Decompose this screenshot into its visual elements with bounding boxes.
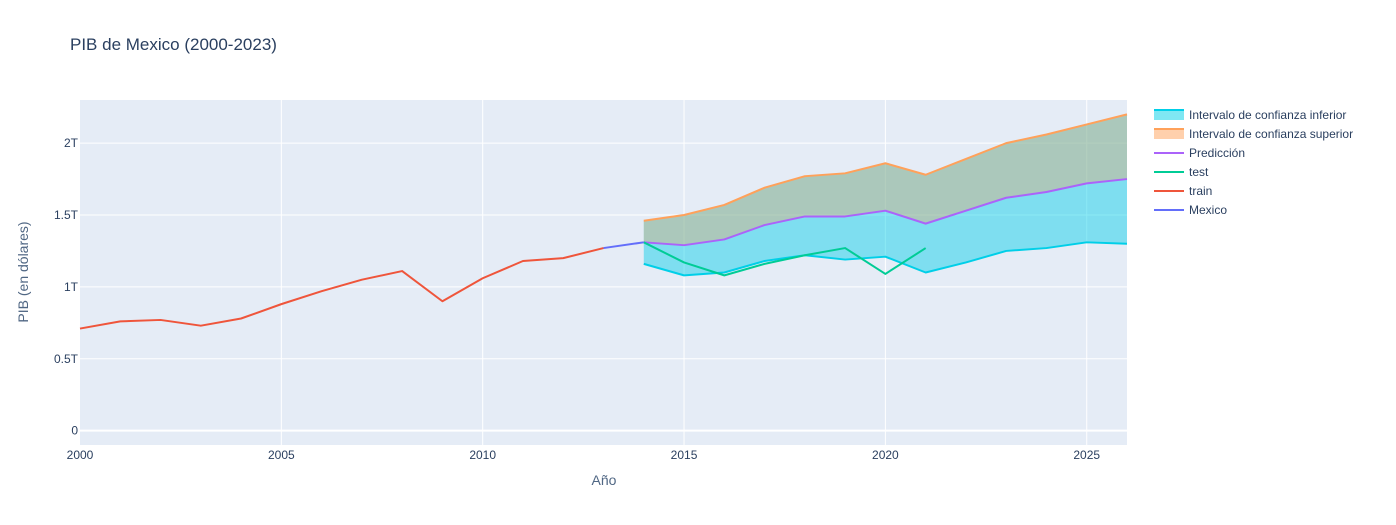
- legend-label: Intervalo de confianza inferior: [1189, 108, 1346, 122]
- y-axis-title: PIB (en dólares): [15, 221, 31, 322]
- series-line-intervalo-de-confianza-superior: [643, 113, 1128, 222]
- legend-swatch-fill: [1154, 110, 1184, 120]
- x-tick-label: 2020: [872, 448, 899, 462]
- legend-item[interactable]: Predicción: [1154, 146, 1245, 160]
- legend-label: test: [1189, 165, 1209, 179]
- y-tick-label: 0.5T: [54, 352, 79, 366]
- legend-label: train: [1189, 184, 1212, 198]
- legend: Intervalo de confianza inferior Intervalo…: [1154, 108, 1353, 217]
- legend-label: Mexico: [1189, 203, 1227, 217]
- x-tick-label: 2010: [469, 448, 496, 462]
- x-tick-label: 2015: [671, 448, 698, 462]
- series-lines: [79, 113, 1128, 330]
- series-line-test: [643, 241, 927, 277]
- x-tick-label: 2025: [1073, 448, 1100, 462]
- x-axis-title: Año: [592, 472, 617, 488]
- series-line-intervalo-de-confianza-inferior: [643, 241, 1128, 277]
- y-tick-label: 1.5T: [54, 208, 79, 222]
- series-line-predicci-n: [643, 178, 1128, 247]
- confidence-band-lower-fill: [643, 114, 1127, 276]
- y-tick-label: 1T: [64, 280, 79, 294]
- legend-item[interactable]: test: [1154, 165, 1209, 179]
- legend-item[interactable]: Intervalo de confianza inferior: [1154, 108, 1346, 122]
- y-tick-label: 2T: [64, 136, 79, 150]
- y-tick-label: 0: [71, 424, 78, 438]
- y-axis-ticks: 0 0.5T 1T 1.5T 2T: [54, 136, 79, 438]
- series-line-train: [79, 247, 604, 330]
- chart-title: PIB de Mexico (2000-2023): [70, 35, 277, 54]
- x-tick-label: 2000: [67, 448, 94, 462]
- confidence-band: [643, 114, 1127, 276]
- x-axis-ticks: 2000 2005 2010 2015 2020 2025: [67, 448, 1101, 462]
- series-line-mexico: [603, 241, 644, 250]
- legend-item[interactable]: Mexico: [1154, 203, 1227, 217]
- confidence-band-upper-fill: [643, 114, 1127, 246]
- legend-item[interactable]: train: [1154, 184, 1212, 198]
- legend-label: Intervalo de confianza superior: [1189, 127, 1353, 141]
- legend-item[interactable]: Intervalo de confianza superior: [1154, 127, 1353, 141]
- legend-swatch-fill: [1154, 129, 1184, 139]
- legend-label: Predicción: [1189, 146, 1245, 160]
- x-tick-label: 2005: [268, 448, 295, 462]
- plot-background: [80, 100, 1127, 445]
